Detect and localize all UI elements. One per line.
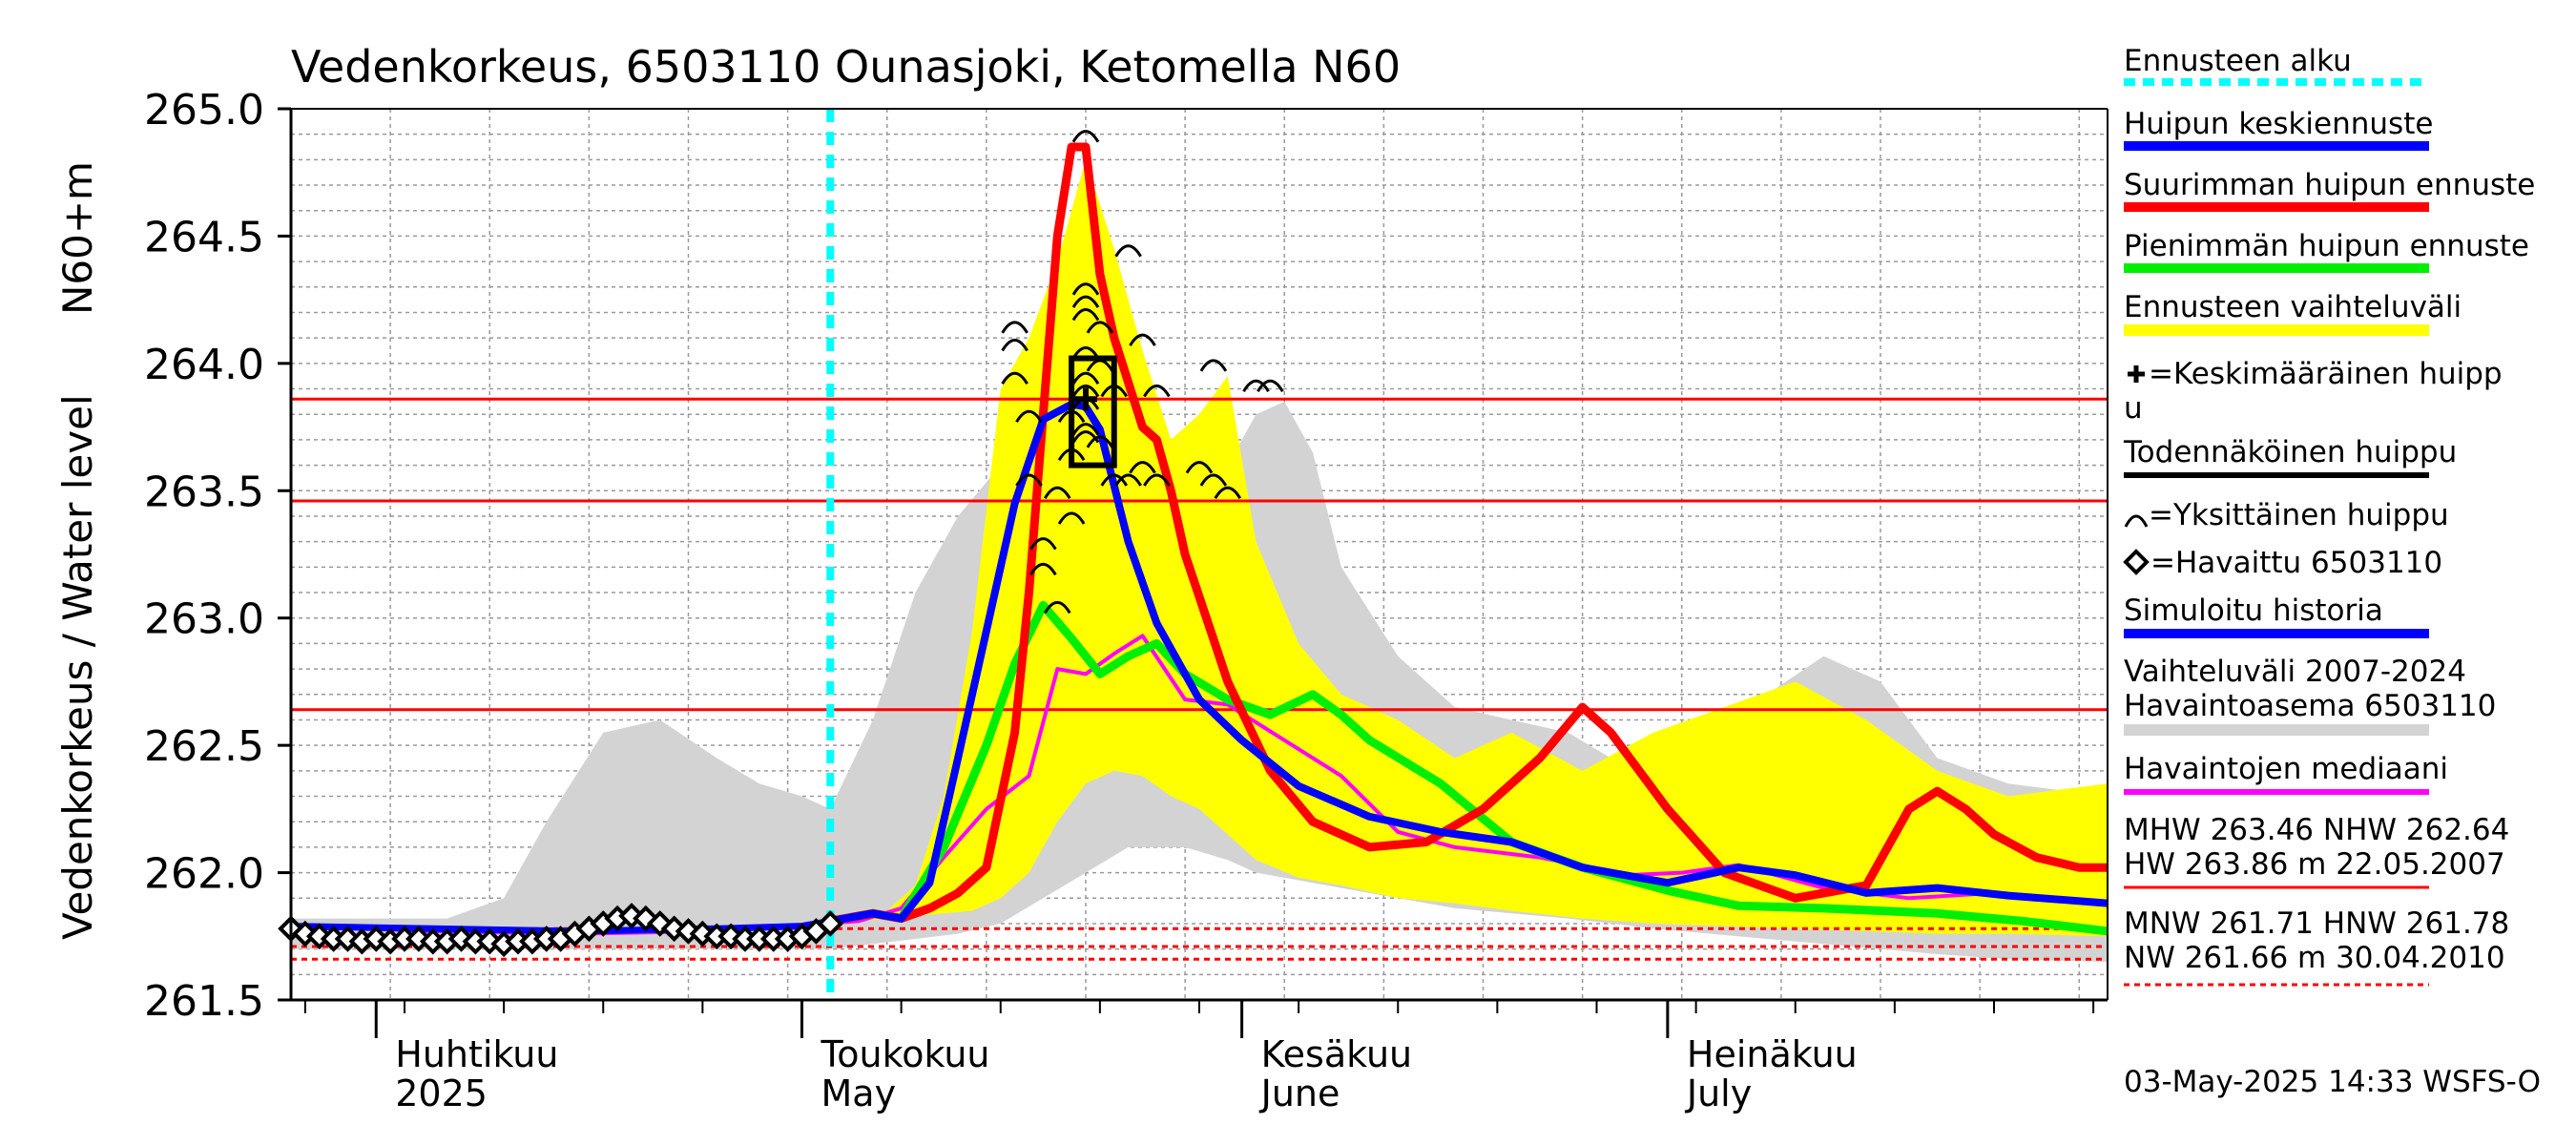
individual-peak-marker xyxy=(1071,423,1100,436)
peak-markers xyxy=(1069,355,1117,468)
y-tick-label: 263.0 xyxy=(144,595,264,644)
individual-peak-marker xyxy=(1001,321,1028,334)
individual-peak-marker xyxy=(1071,385,1100,398)
legend-historic-band-label: Vaihteluväli 2007-2024 xyxy=(2124,655,2466,689)
y-tick-label: 262.5 xyxy=(144,722,264,771)
individual-peak-marker xyxy=(1071,371,1100,385)
legend-historic-band-swatch xyxy=(2124,724,2429,736)
observed-point xyxy=(817,910,844,937)
forecast-range-band xyxy=(830,159,2108,937)
individual-peak-marker xyxy=(1071,282,1100,296)
y-tick-label: 262.0 xyxy=(144,850,264,899)
chart-title: Vedenkorkeus, 6503110 Ounasjoki, Ketomel… xyxy=(291,41,1401,93)
legend: Ennusteen alku Huipun keskiennuste Suurimm… xyxy=(2123,44,2535,987)
individual-peak-marker xyxy=(1214,486,1242,500)
individual-peak-marker xyxy=(1043,486,1071,500)
individual-peak-marker xyxy=(1086,435,1114,448)
individual-peak-marker xyxy=(1129,333,1156,346)
legend-historic-band-label-2: Havaintoasema 6503110 xyxy=(2124,689,2496,723)
individual-peak-marker xyxy=(1001,339,1028,352)
x-month-sublabel: 2025 xyxy=(395,1072,488,1114)
individual-peak-marker xyxy=(1071,308,1100,322)
individual-peak-marker xyxy=(1242,379,1270,393)
individual-peak-marker xyxy=(1100,473,1129,487)
x-month-label: Toukokuu xyxy=(821,1033,990,1075)
y-axis-unit: N60+m xyxy=(54,161,101,315)
y-tick-label: 265.0 xyxy=(144,86,264,135)
reference-lines xyxy=(291,397,2108,961)
y-tick-label: 261.5 xyxy=(144,977,264,1026)
axes: 261.5 262.0 262.5 263.0 263.5 264.0 264.5 265.0… xyxy=(144,86,2109,1114)
individual-peak-marker xyxy=(1015,473,1043,487)
observed-point xyxy=(717,923,744,950)
observed-point xyxy=(646,910,674,937)
legend-probable-peak-label: Todennäköinen huippu xyxy=(2123,435,2457,469)
individual-peaks xyxy=(1001,130,1284,614)
individual-peak-marker xyxy=(1199,359,1228,372)
footer-timestamp: 03-May-2025 14:33 WSFS-O xyxy=(2124,1065,2541,1099)
observed-point xyxy=(633,905,659,932)
legend-observed-symbol xyxy=(2123,549,2150,575)
legend-forecast-start-label: Ennusteen alku xyxy=(2124,44,2352,78)
individual-peak-marker xyxy=(1043,600,1071,614)
individual-peak-marker xyxy=(1199,473,1228,487)
legend-min-forecast-label: Pienimmän huipun ennuste xyxy=(2124,229,2529,263)
legend-stats-line-4: NW 261.66 m 30.04.2010 xyxy=(2124,941,2505,975)
probable-peak-box xyxy=(1069,355,1117,468)
individual-peak-marker xyxy=(1071,295,1100,308)
legend-mean-forecast-label: Huipun keskiennuste xyxy=(2124,107,2433,141)
individual-peak-marker xyxy=(1143,473,1171,487)
legend-individual-peak-label: =Yksittäinen huippu xyxy=(2149,498,2449,532)
legend-stats-line-3: MNW 261.71 HNW 261.78 xyxy=(2124,906,2509,941)
legend-max-forecast-label: Suurimman huipun ennuste xyxy=(2124,168,2535,202)
individual-peak-marker xyxy=(1257,379,1284,393)
legend-mean-peak-symbol xyxy=(2128,365,2145,383)
individual-peak-marker xyxy=(1185,461,1214,474)
observed-markers xyxy=(278,903,844,958)
individual-peak-marker xyxy=(1029,562,1057,576)
x-month-sublabel: July xyxy=(1685,1072,1752,1114)
individual-peak-marker xyxy=(1071,130,1100,143)
legend-median-label: Havaintojen mediaani xyxy=(2124,752,2448,786)
legend-individual-peak-symbol xyxy=(2124,514,2149,528)
x-month-label: Heinäkuu xyxy=(1687,1033,1858,1075)
observed-point xyxy=(305,923,333,950)
individual-peak-marker xyxy=(1029,537,1057,551)
y-tick-label: 264.0 xyxy=(144,341,264,389)
individual-peak-marker xyxy=(1015,409,1043,424)
legend-band-label: Ennusteen vaihteluväli xyxy=(2124,290,2462,324)
observed-point xyxy=(476,927,504,955)
x-month-label: Kesäkuu xyxy=(1261,1033,1413,1075)
x-month-sublabel: June xyxy=(1259,1072,1340,1114)
individual-peak-marker xyxy=(1001,371,1028,385)
legend-mean-peak-label-wrap: u xyxy=(2124,391,2143,426)
y-tick-label: 264.5 xyxy=(144,213,264,261)
individual-peak-marker xyxy=(1086,321,1114,334)
individual-peak-marker xyxy=(1114,244,1142,258)
x-month-label: Huhtikuu xyxy=(395,1033,558,1075)
legend-observed-label: =Havaittu 6503110 xyxy=(2150,546,2442,580)
legend-band-swatch xyxy=(2124,324,2429,336)
observed-point xyxy=(675,918,702,945)
legend-sim-history-label: Simuloitu historia xyxy=(2124,593,2383,628)
individual-peak-marker xyxy=(1057,511,1086,525)
individual-peak-marker xyxy=(1114,473,1142,487)
mean-forecast-line xyxy=(826,400,2108,926)
x-month-sublabel: May xyxy=(821,1072,897,1114)
individual-peak-marker xyxy=(1071,346,1100,360)
legend-mean-peak-label: =Keskimääräinen huipp xyxy=(2149,357,2503,391)
individual-peak-marker xyxy=(1143,385,1171,398)
legend-stats-line-2: HW 263.86 m 22.05.2007 xyxy=(2124,847,2505,882)
y-tick-label: 263.5 xyxy=(144,468,264,516)
y-axis-label: Vedenkorkeus / Water level xyxy=(54,394,101,940)
max-forecast-line xyxy=(825,142,2108,926)
legend-stats-line-1: MHW 263.46 NHW 262.64 xyxy=(2124,813,2509,847)
individual-peak-marker xyxy=(1129,461,1156,474)
min-forecast-line xyxy=(825,600,2108,936)
mean-peak-marker xyxy=(1074,387,1097,411)
